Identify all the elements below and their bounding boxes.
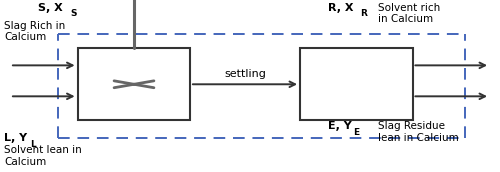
Text: E: E bbox=[354, 128, 360, 137]
Text: settling: settling bbox=[224, 69, 266, 79]
Polygon shape bbox=[300, 48, 412, 120]
Text: L: L bbox=[30, 140, 36, 149]
Text: Solvent lean in
Calcium: Solvent lean in Calcium bbox=[4, 145, 82, 167]
Text: R: R bbox=[360, 9, 367, 18]
Text: Slag Rich in
Calcium: Slag Rich in Calcium bbox=[4, 21, 65, 42]
Text: E, Y: E, Y bbox=[328, 121, 351, 131]
Text: Solvent rich
in Calcium: Solvent rich in Calcium bbox=[378, 3, 440, 24]
Polygon shape bbox=[78, 48, 190, 120]
Text: S: S bbox=[70, 9, 76, 18]
Text: L, Y: L, Y bbox=[4, 133, 27, 143]
Text: Slag Residue
lean in Calcium: Slag Residue lean in Calcium bbox=[378, 121, 458, 143]
Text: R, X: R, X bbox=[328, 3, 353, 13]
Text: S, X: S, X bbox=[38, 3, 62, 13]
